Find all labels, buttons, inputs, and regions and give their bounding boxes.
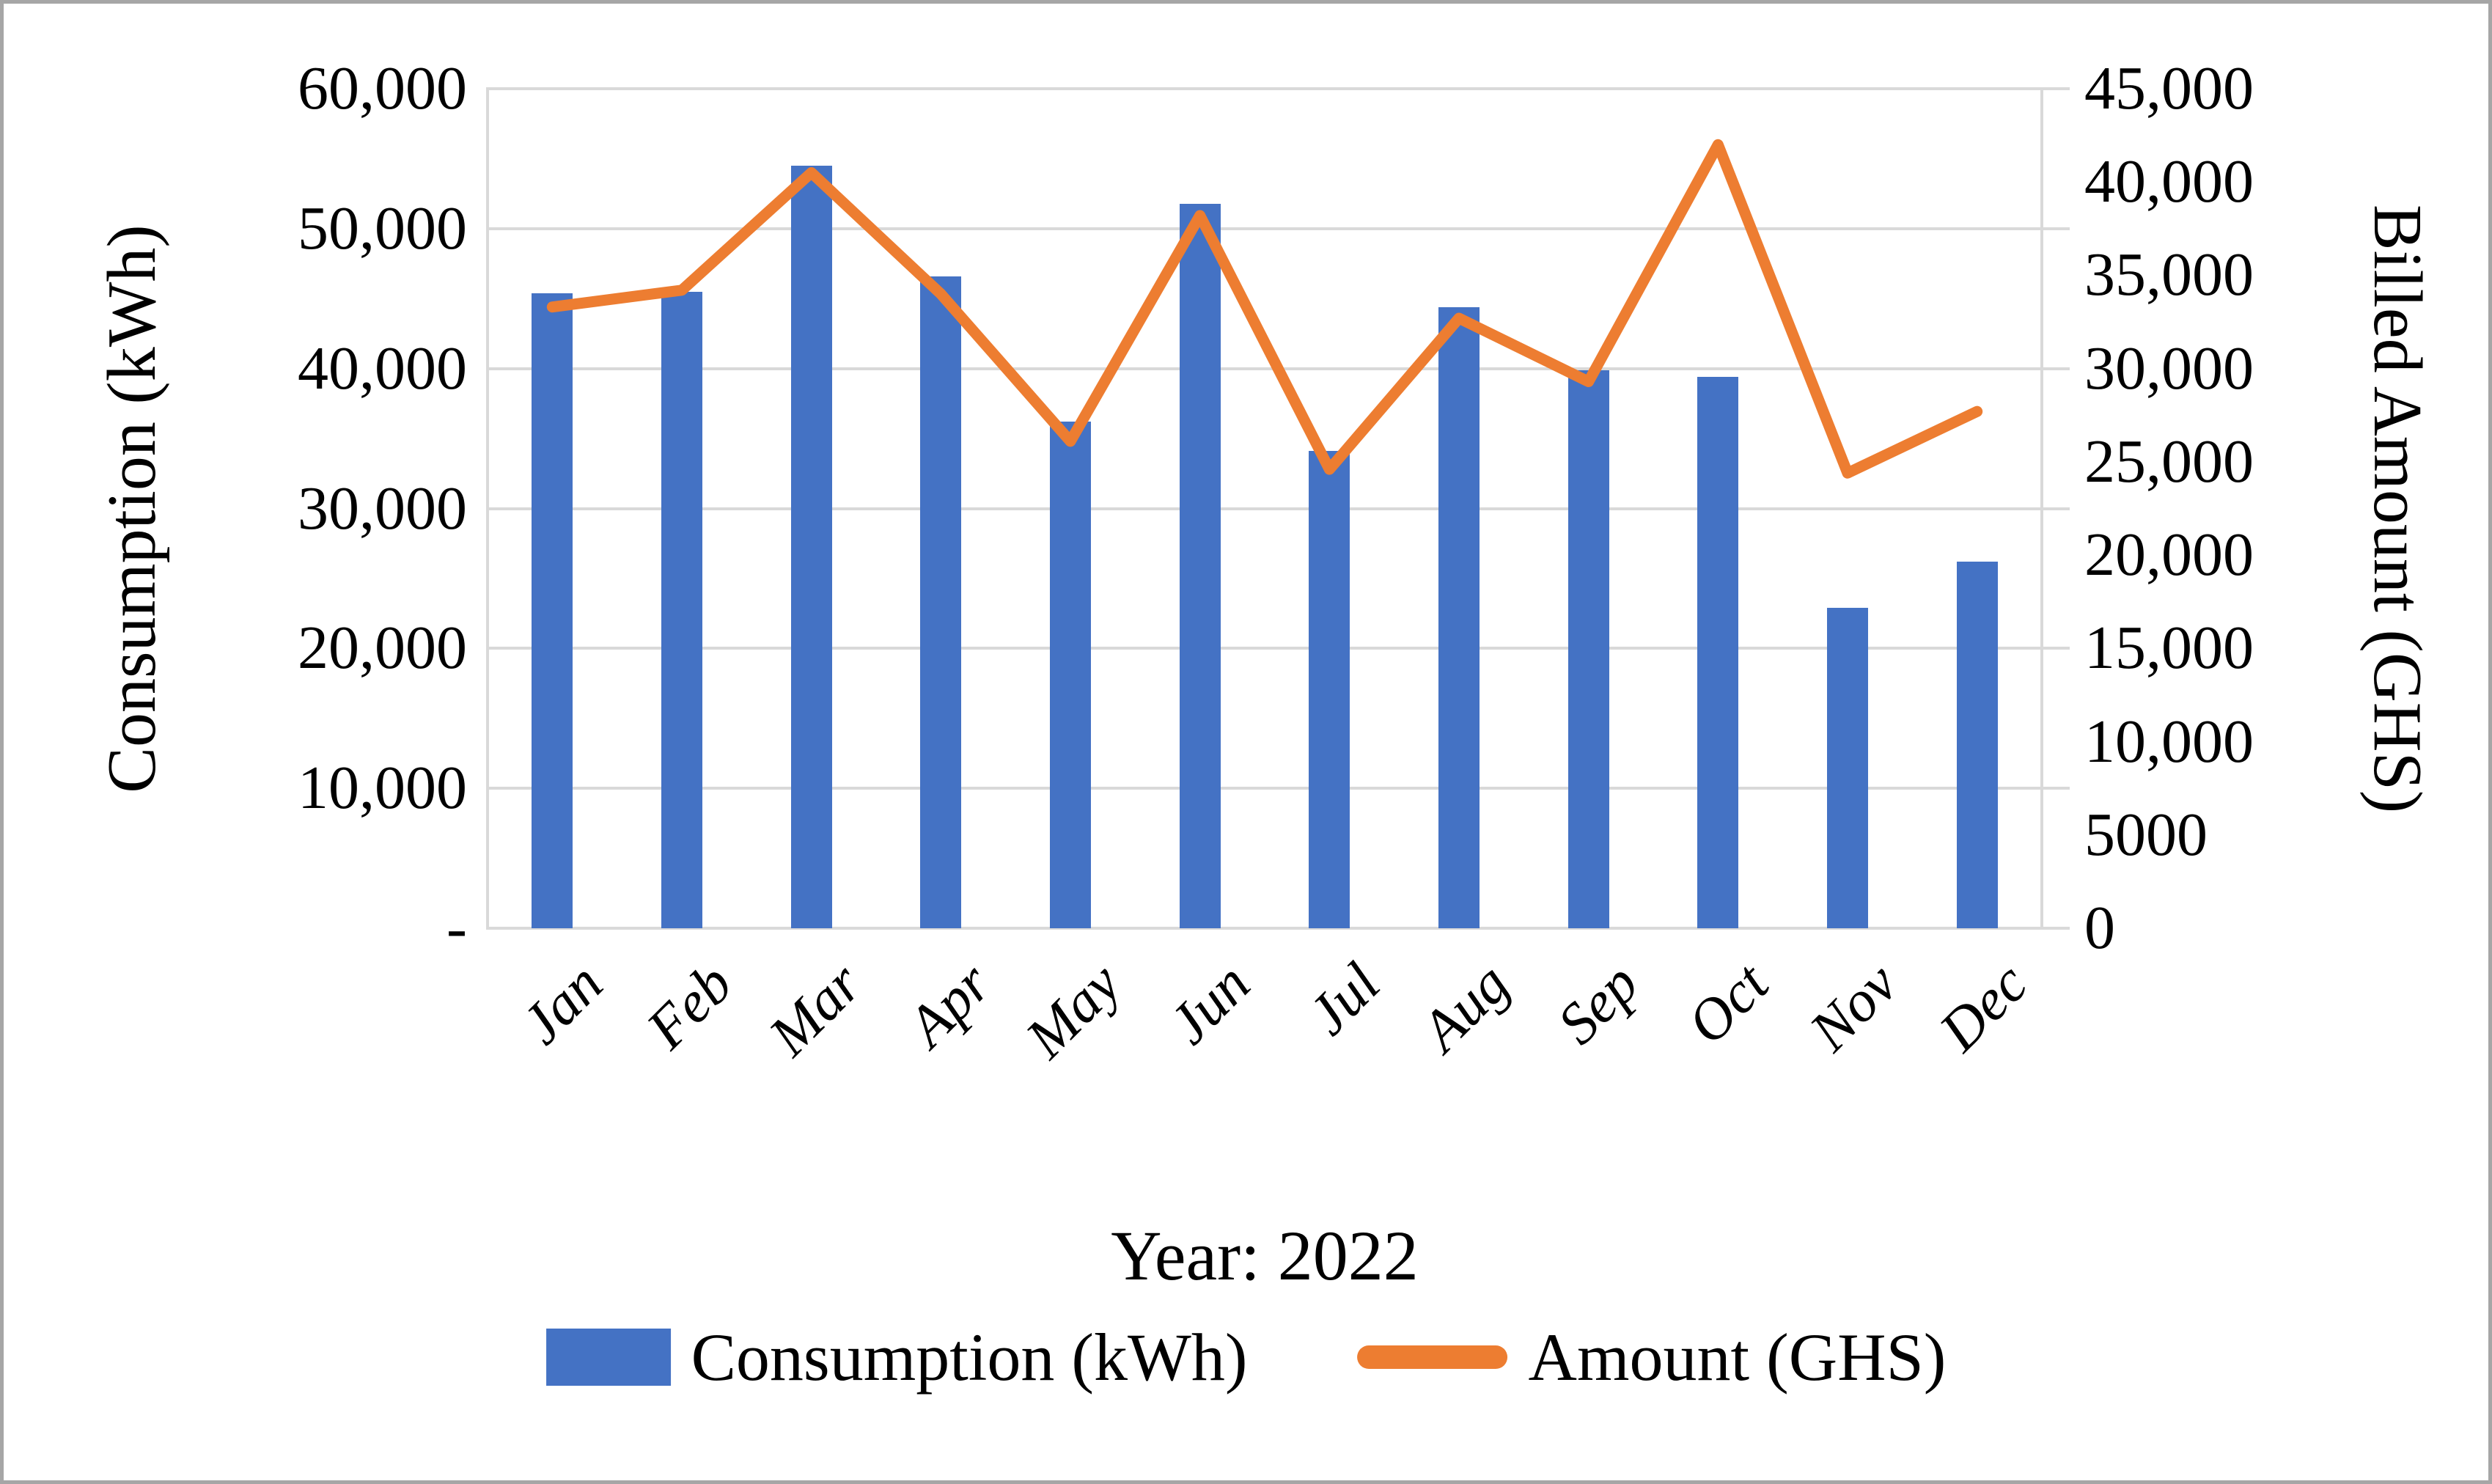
gridline [486, 87, 2070, 90]
bar-oct [1697, 377, 1739, 928]
bar-may [1050, 422, 1091, 928]
x-axis-label-text: Jan [509, 951, 615, 1057]
gridline [486, 927, 2070, 930]
bar-apr [920, 276, 962, 928]
bar-dec [1956, 562, 1998, 928]
bar-jan [532, 293, 573, 928]
right-axis-tick-label: 20,000 [2084, 521, 2254, 589]
legend-item-amount: Amount (GHS) [1357, 1320, 1947, 1395]
x-axis-label-text: Oct [1675, 951, 1781, 1057]
gridline [486, 507, 2070, 510]
left-axis-tick-label: 20,000 [298, 614, 467, 683]
line-swatch-icon [1357, 1345, 1508, 1369]
x-axis-label-text: Jun [1157, 951, 1263, 1057]
right-axis-tick-label: 30,000 [2084, 334, 2254, 403]
legend-label: Consumption (kWh) [691, 1320, 1248, 1395]
plot-left-edge [486, 89, 489, 928]
bar-swatch-icon [545, 1329, 671, 1386]
bar-feb [661, 291, 702, 928]
right-axis-tick-label: 5000 [2084, 800, 2208, 869]
left-axis-tick-label: 40,000 [298, 334, 467, 403]
x-axis-label-text: Apr [895, 951, 1004, 1059]
left-axis-tick-label: - [446, 894, 467, 962]
plot-area [486, 87, 2070, 930]
plot-right-edge [2040, 89, 2043, 928]
right-axis-tick-label: 45,000 [2084, 54, 2254, 122]
x-axis-label-text: Sep [1545, 951, 1652, 1057]
right-axis-tick-label: 0 [2084, 894, 2115, 962]
left-axis-tick-label: 50,000 [298, 194, 467, 262]
right-axis-tick-label: 35,000 [2084, 240, 2254, 309]
x-axis-label-text: Nov [1798, 951, 1911, 1064]
right-axis-tick-label: 10,000 [2084, 707, 2254, 776]
bar-mar [790, 166, 832, 928]
bar-jun [1179, 203, 1221, 928]
bar-sep [1567, 370, 1609, 928]
legend-item-consumption: Consumption (kWh) [545, 1320, 1248, 1395]
amount-line [546, 139, 1983, 479]
legend-label: Amount (GHS) [1528, 1320, 1947, 1395]
x-axis-caption: Year: 2022 [1111, 1216, 1419, 1295]
left-axis-tick-label: 60,000 [298, 54, 467, 122]
right-axis-tick-label: 15,000 [2084, 614, 2254, 683]
x-axis-label-text: Feb [634, 951, 745, 1062]
legend: Consumption (kWh) Amount (GHS) [545, 1320, 1947, 1395]
bar-aug [1438, 306, 1480, 928]
left-axis-title: Consumption (kWh) [94, 224, 170, 793]
x-axis-label-text: Dec [1927, 951, 2040, 1064]
x-axis-label-text: May [1013, 951, 1133, 1070]
gridline [486, 647, 2070, 650]
left-axis-tick-label: 10,000 [298, 754, 467, 823]
gridline [486, 787, 2070, 790]
bar-nov [1827, 608, 1868, 928]
right-axis-tick-label: 40,000 [2084, 147, 2254, 216]
right-axis-title: Billed Amount (GHS) [2359, 204, 2436, 813]
line-series [546, 139, 1983, 479]
gridline [486, 227, 2070, 230]
x-axis-label-text: Aug [1409, 951, 1522, 1064]
bar-jul [1309, 451, 1350, 928]
x-axis-label-text: Jul [1295, 951, 1392, 1048]
left-axis-tick-label: 30,000 [298, 474, 467, 543]
right-axis-tick-label: 25,000 [2084, 427, 2254, 496]
x-axis-label-text: Mar [757, 951, 875, 1068]
